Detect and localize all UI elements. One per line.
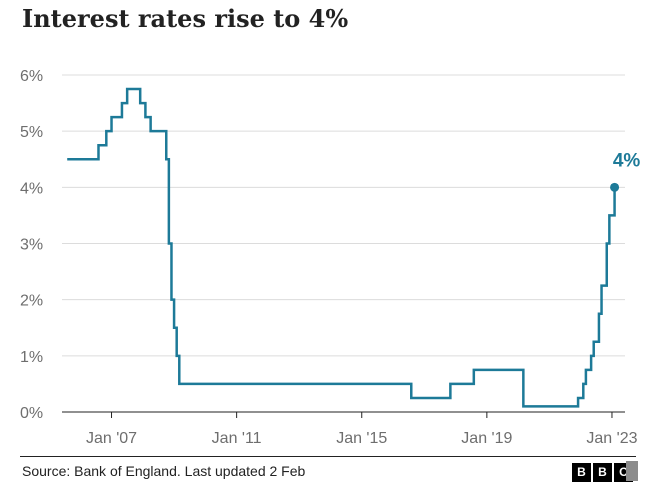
annotations: 4% (610, 150, 640, 192)
x-tick-label: Jan '23 (586, 430, 637, 447)
y-tick-label: 2% (20, 293, 43, 310)
rate-series-line (67, 87, 616, 408)
y-tick-label: 6% (20, 68, 43, 85)
y-tick-label: 0% (20, 405, 43, 422)
y-tick-label: 5% (20, 124, 43, 141)
logo-letter-b1: B (572, 463, 591, 482)
footer-divider (20, 456, 636, 457)
x-axis-ticks: Jan '07 Jan '11 Jan '15 Jan '19 Jan '23 (86, 412, 638, 447)
x-tick-label: Jan '11 (212, 430, 262, 447)
x-tick-label: Jan '07 (86, 430, 137, 447)
corner-tab (626, 461, 638, 481)
y-tick-label: 1% (20, 349, 43, 366)
x-tick-label: Jan '15 (336, 430, 387, 447)
y-tick-label: 3% (20, 237, 43, 254)
y-tick-label: 4% (20, 180, 43, 197)
latest-value-dot (610, 182, 620, 192)
series (67, 87, 616, 408)
logo-letter-b2: B (593, 463, 612, 482)
latest-value-label: 4% (613, 150, 641, 171)
gridlines (62, 74, 625, 413)
x-tick-label: Jan '19 (461, 430, 512, 447)
bbc-logo: B B C (572, 463, 633, 482)
chart-title: Interest rates rise to 4% (22, 4, 349, 33)
source-note: Source: Bank of England. Last updated 2 … (22, 463, 306, 479)
y-axis-ticks: 0% 1% 2% 3% 4% 5% 6% (20, 68, 43, 422)
line-chart: 0%1%2%3%4%5%6% Jan '07 Jan '11 Jan '15 Jan … (20, 68, 640, 447)
